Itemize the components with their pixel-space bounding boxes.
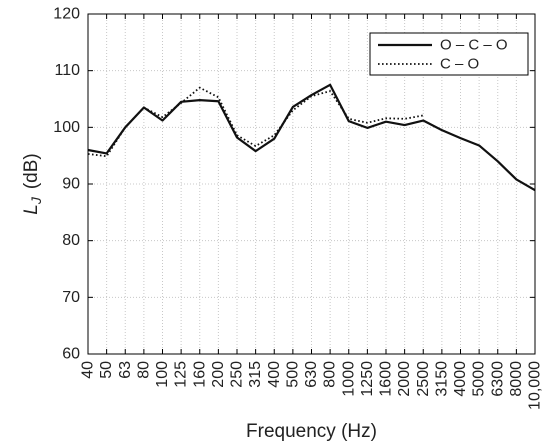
x-tick-label: 50 <box>98 361 115 379</box>
y-tick-label: 90 <box>62 176 80 193</box>
y-axis-unit: (dB) <box>21 153 42 189</box>
x-tick-label: 100 <box>154 361 171 388</box>
x-tick-label: 40 <box>80 361 97 379</box>
x-tick-label: 2500 <box>415 361 432 397</box>
x-tick-label: 250 <box>229 361 246 388</box>
x-tick-label: 6300 <box>489 361 506 397</box>
y-axis-title: LJ (dB) <box>21 153 45 214</box>
x-tick-label: 1600 <box>378 361 395 397</box>
x-tick-label: 400 <box>266 361 283 388</box>
y-tick-label: 120 <box>53 6 80 23</box>
legend-box <box>369 32 529 76</box>
x-tick-label: 800 <box>322 361 339 388</box>
y-tick-label: 60 <box>62 346 80 363</box>
x-tick-label: 80 <box>135 361 152 379</box>
x-tick-label: 630 <box>303 361 320 388</box>
legend: O – C – O C – O <box>369 32 529 76</box>
x-tick-label: 160 <box>191 361 208 388</box>
x-tick-label: 4000 <box>452 361 469 397</box>
legend-label: C – O <box>440 56 479 73</box>
y-tick-label: 100 <box>53 119 80 136</box>
x-tick-label: 200 <box>210 361 227 388</box>
y-tick-label: 80 <box>62 232 80 249</box>
x-tick-label: 5000 <box>471 361 488 397</box>
series-layer <box>87 83 536 192</box>
series-line-oco <box>87 83 536 192</box>
x-tick-label: 125 <box>173 361 190 388</box>
x-tick-label: 315 <box>247 361 264 388</box>
x-tick-label: 1000 <box>340 361 357 397</box>
x-tick-label: 2000 <box>396 361 413 397</box>
x-tick-label: 63 <box>117 361 134 379</box>
y-axis-symbol: L <box>21 204 42 215</box>
series-line-co <box>87 86 424 158</box>
x-axis-title: Frequency (Hz) <box>246 421 377 442</box>
x-tick-label: 3150 <box>433 361 450 397</box>
axes: 40 50 63 80 100 125 160 200 250 315 400 500 630 800 10… <box>53 6 543 410</box>
y-tick-label: 70 <box>62 289 80 306</box>
legend-label: O – C – O <box>440 37 508 54</box>
x-tick-label: 500 <box>284 361 301 388</box>
y-tick-label: 110 <box>54 62 80 79</box>
x-tick-label: 8000 <box>508 361 525 397</box>
x-tick-label: 1250 <box>359 361 376 397</box>
x-tick-label: 10,000 <box>527 361 544 410</box>
y-axis-subscript: J <box>28 196 44 205</box>
